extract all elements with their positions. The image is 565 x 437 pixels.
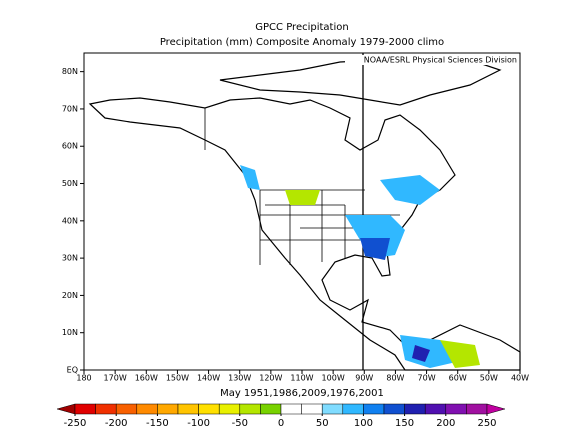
colorbar-box bbox=[239, 403, 261, 415]
shading bbox=[240, 165, 480, 368]
colorbar-label: 0 bbox=[278, 418, 284, 429]
colorbar-box bbox=[321, 403, 344, 415]
colorbar-label: -150 bbox=[146, 418, 169, 429]
map-shapes bbox=[88, 53, 521, 371]
colorbar-box bbox=[424, 403, 447, 415]
colorbar-label: -50 bbox=[232, 418, 248, 429]
coastline bbox=[88, 97, 521, 371]
x-tick-label: 120W bbox=[259, 374, 282, 383]
x-tick-label: 170W bbox=[104, 374, 127, 383]
subtitle: Precipitation (mm) Composite Anomaly 197… bbox=[160, 37, 444, 48]
x-tick-label: 130W bbox=[228, 374, 251, 383]
arctic-islands bbox=[219, 57, 502, 106]
colorbar-label: 50 bbox=[316, 418, 329, 429]
x-tick-label: 180 bbox=[76, 374, 91, 383]
colorbar-box bbox=[445, 403, 467, 415]
colorbar-box bbox=[95, 403, 117, 415]
y-tick-label: 20N bbox=[62, 291, 78, 300]
colorbar-box bbox=[218, 403, 241, 415]
x-tick-label: 100W bbox=[322, 374, 345, 383]
colorbar-box bbox=[280, 403, 302, 415]
y-tick-label: 10N bbox=[62, 328, 78, 337]
x-tick-label: 70W bbox=[418, 374, 436, 383]
x-tick-label: 110W bbox=[290, 374, 313, 383]
colorbar-arrow bbox=[486, 403, 506, 415]
x-tick-label: 40W bbox=[511, 374, 529, 383]
colorbar-box bbox=[404, 403, 426, 415]
colorbar-box bbox=[466, 403, 488, 415]
y-tick-label: 50N bbox=[62, 179, 78, 188]
x-tick-label: 80W bbox=[386, 374, 404, 383]
credit: NOAA/ESRL Physical Sciences Division bbox=[364, 56, 517, 65]
colorbar-box bbox=[301, 403, 323, 415]
colorbar-label: -250 bbox=[64, 418, 87, 429]
colorbar-box bbox=[342, 403, 364, 415]
colorbar-box bbox=[383, 403, 405, 415]
x-tick-label: 140W bbox=[197, 374, 220, 383]
credit-box bbox=[345, 55, 518, 65]
x-tick-label: 150W bbox=[166, 374, 189, 383]
map-frame bbox=[83, 52, 521, 371]
x-tick-label: 90W bbox=[355, 374, 373, 383]
x-caption: May 1951,1986,2009,1976,2001 bbox=[220, 388, 384, 399]
colorbar-arrow bbox=[56, 403, 76, 415]
colorbar-box bbox=[260, 403, 282, 415]
y-tick-label: 60N bbox=[62, 142, 78, 151]
colorbar-label: 150 bbox=[395, 418, 414, 429]
x-tick-label: 160W bbox=[135, 374, 158, 383]
colorbar-box bbox=[115, 403, 138, 415]
colorbar-label: -200 bbox=[105, 418, 128, 429]
y-tick-label: 80N bbox=[62, 67, 78, 76]
y-tick-label: 70N bbox=[62, 104, 78, 113]
colorbar-label: 200 bbox=[436, 418, 455, 429]
colorbar-box bbox=[136, 403, 158, 415]
colorbar-box bbox=[198, 403, 220, 415]
colorbar-label: -100 bbox=[187, 418, 210, 429]
colorbar-box bbox=[363, 403, 385, 415]
y-tick-label: 30N bbox=[62, 254, 78, 263]
x-tick-label: 50W bbox=[480, 374, 498, 383]
colorbar-label: 100 bbox=[354, 418, 373, 429]
y-tick-label: 40N bbox=[62, 216, 78, 225]
y-tick-label: EQ bbox=[67, 366, 78, 375]
colorbar-box bbox=[157, 403, 179, 415]
x-tick-label: 60W bbox=[449, 374, 467, 383]
title: GPCC Precipitation bbox=[255, 22, 348, 33]
colorbar-label: 250 bbox=[477, 418, 496, 429]
colorbar-box bbox=[177, 403, 199, 415]
colorbar-box bbox=[74, 403, 96, 415]
